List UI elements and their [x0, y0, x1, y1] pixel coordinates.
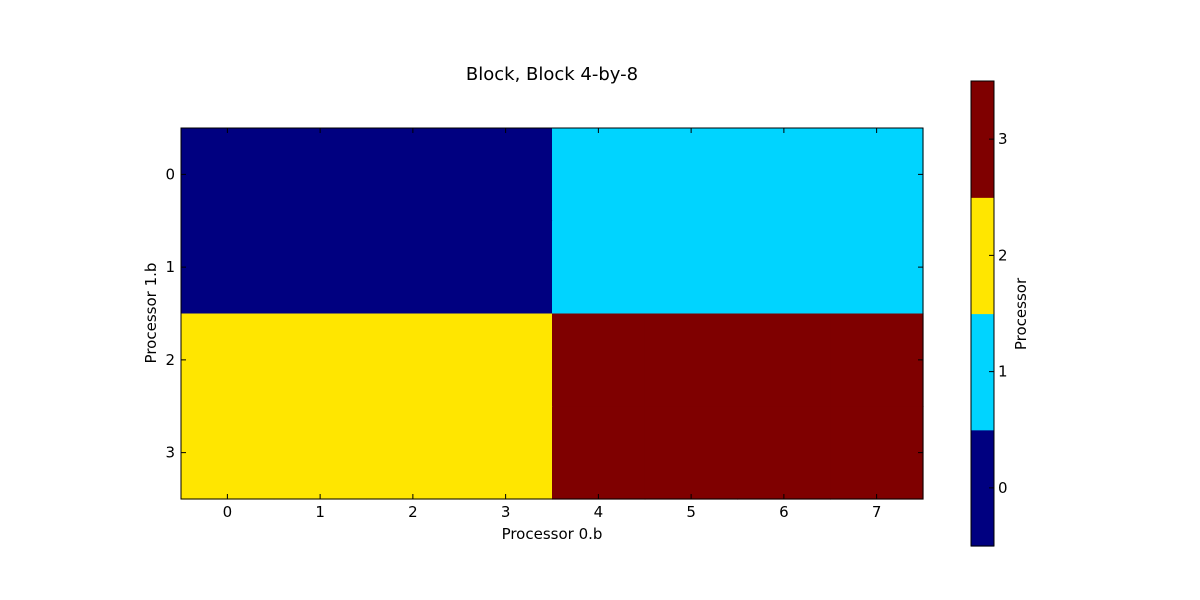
heatmap-cell-r0-c7 — [830, 128, 924, 222]
y-tick-label: 2 — [165, 351, 175, 369]
heatmap-cell-r0-c3 — [459, 128, 553, 222]
heatmap-cell-r0-c0 — [181, 128, 275, 222]
heatmap-cell-r1-c2 — [366, 220, 460, 315]
heatmap-cell-r2-c7 — [830, 313, 924, 407]
heatmap-cell-r1-c1 — [273, 220, 368, 315]
colorbar-frame — [970, 80, 995, 547]
colorbar-segment-1 — [971, 313, 994, 431]
colorbar-label: Processor — [1012, 277, 1030, 350]
heatmap-cell-r2-c6 — [737, 313, 831, 407]
heatmap-cell-r2-c1 — [273, 313, 368, 407]
x-tick-label: 7 — [872, 503, 882, 521]
y-axis-ticks: 0 1 2 3 — [165, 165, 923, 462]
heatmap-cell-r2-c2 — [366, 313, 460, 407]
heatmap-cell-r1-c4 — [552, 220, 646, 315]
heatmap-cell-r1-c3 — [459, 220, 553, 315]
heatmap-cell-r3-c0 — [181, 406, 275, 500]
y-tick-label: 3 — [165, 444, 175, 462]
heatmap-cell-r0-c6 — [737, 128, 831, 222]
heatmap-cell-r3-c2 — [366, 406, 460, 500]
x-axis-label: Processor 0.b — [502, 525, 603, 543]
x-tick-label: 5 — [686, 503, 696, 521]
heatmap-cell-r1-c5 — [644, 220, 739, 315]
colorbar-segment-2 — [971, 197, 994, 315]
x-axis-ticks: 0 1 2 3 4 5 6 7 — [223, 128, 882, 521]
colorbar-segment-0 — [971, 429, 994, 547]
heatmap-cell-r1-c0 — [181, 220, 275, 315]
x-tick-label: 0 — [223, 503, 233, 521]
heatmap-cell-r1-c7 — [830, 220, 924, 315]
heatmap-cell-r3-c7 — [830, 406, 924, 500]
heatmap-cell-r0-c1 — [273, 128, 368, 222]
heatmap-cell-r0-c5 — [644, 128, 739, 222]
x-tick-label: 6 — [779, 503, 789, 521]
colorbar-ticks: 0 1 2 3 — [989, 130, 1008, 497]
heatmap-cell-r2-c5 — [644, 313, 739, 407]
x-tick-label: 4 — [594, 503, 604, 521]
heatmap-cells — [181, 128, 924, 500]
heatmap-cell-r3-c5 — [644, 406, 739, 500]
y-tick-label: 0 — [165, 165, 175, 183]
plot-frame — [180, 127, 924, 500]
heatmap-cell-r1-c6 — [737, 220, 831, 315]
heatmap-cell-r3-c4 — [552, 406, 646, 500]
heatmap-cell-r3-c6 — [737, 406, 831, 500]
colorbar-tick-label: 3 — [998, 130, 1008, 148]
x-tick-label: 3 — [501, 503, 511, 521]
heatmap-cell-r3-c1 — [273, 406, 368, 500]
colorbar-segment-3 — [971, 81, 994, 198]
heatmap-cell-r0-c2 — [366, 128, 460, 222]
heatmap-cell-r2-c4 — [552, 313, 646, 407]
heatmap-cell-r0-c4 — [552, 128, 646, 222]
heatmap-cell-r2-c3 — [459, 313, 553, 407]
x-tick-label: 1 — [315, 503, 325, 521]
y-axis-label: Processor 1.b — [142, 263, 160, 364]
chart-title: Block, Block 4-by-8 — [466, 64, 638, 85]
x-tick-label: 2 — [408, 503, 418, 521]
y-tick-label: 1 — [165, 258, 175, 276]
heatmap-cell-r3-c3 — [459, 406, 553, 500]
colorbar-tick-label: 1 — [998, 363, 1008, 381]
heatmap-cell-r2-c0 — [181, 313, 275, 407]
colorbar — [971, 81, 994, 547]
colorbar-tick-label: 0 — [998, 479, 1008, 497]
colorbar-tick-label: 2 — [998, 246, 1008, 264]
